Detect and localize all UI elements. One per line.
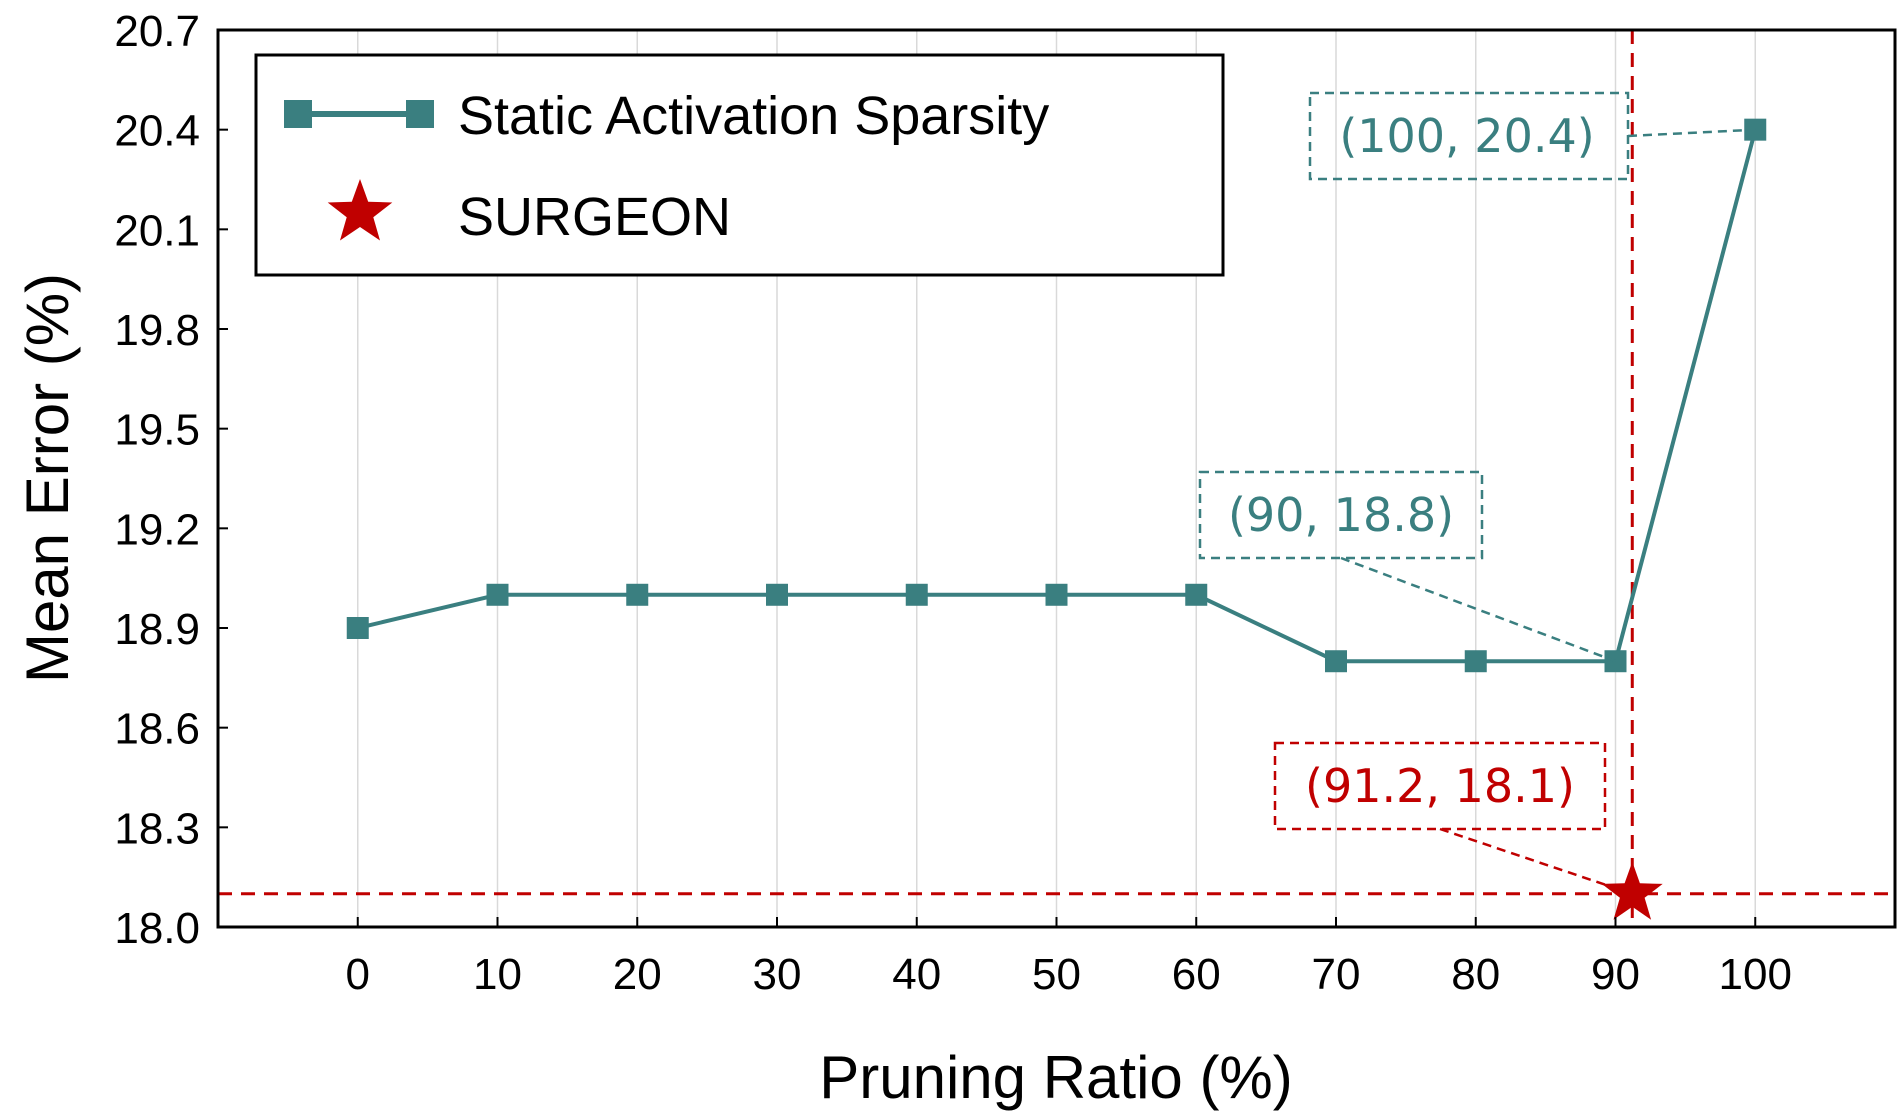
data-point bbox=[1185, 583, 1208, 606]
legend-box bbox=[254, 53, 1225, 277]
annotation-box bbox=[1308, 91, 1630, 181]
x-tick-label: 100 bbox=[1719, 950, 1792, 999]
x-tick-label: 90 bbox=[1591, 950, 1640, 999]
legend-marker-square-icon bbox=[284, 100, 312, 128]
x-axis-ticks: 0 10 20 30 40 50 60 70 80 90 100 bbox=[346, 917, 1792, 999]
annotation-leader-line bbox=[1439, 827, 1633, 895]
data-point bbox=[1325, 650, 1347, 673]
annotation-box bbox=[1273, 741, 1607, 831]
x-axis-title: Pruning Ratio (%) bbox=[819, 1044, 1293, 1111]
x-tick-label: 20 bbox=[613, 950, 662, 999]
y-tick-label: 18.9 bbox=[114, 605, 200, 654]
legend-label-surgeon: SURGEON bbox=[458, 187, 731, 247]
data-point bbox=[1045, 583, 1068, 606]
y-tick-label: 18.6 bbox=[114, 705, 200, 754]
y-tick-label: 19.2 bbox=[114, 505, 200, 554]
y-tick-label: 20.4 bbox=[114, 107, 200, 156]
legend-star-icon bbox=[327, 179, 393, 241]
legend-marker-square-icon bbox=[406, 100, 434, 128]
annotation-leader-line bbox=[1340, 556, 1616, 663]
y-tick-label: 19.8 bbox=[114, 306, 200, 355]
legend: Static Activation Sparsity SURGEON bbox=[254, 53, 1225, 277]
annotation-label: (91.2, 18.1) bbox=[1305, 759, 1575, 813]
x-tick-label: 70 bbox=[1312, 950, 1361, 999]
x-tick-label: 30 bbox=[753, 950, 802, 999]
data-point bbox=[486, 583, 509, 606]
data-point bbox=[1464, 650, 1487, 673]
y-tick-label: 19.5 bbox=[114, 406, 200, 455]
y-tick-label: 18.0 bbox=[114, 904, 200, 953]
data-point bbox=[766, 583, 788, 606]
annotations: (100, 20.4) (90, 18.8) (91.2, 18.1) bbox=[1198, 91, 1756, 895]
annotation-box bbox=[1198, 470, 1484, 560]
legend-label-static-activation-sparsity: Static Activation Sparsity bbox=[458, 86, 1049, 146]
data-point bbox=[1744, 118, 1767, 141]
reference-lines bbox=[218, 30, 1895, 927]
surgeon-star-point bbox=[1601, 861, 1663, 920]
x-tick-label: 40 bbox=[892, 950, 941, 999]
y-axis-ticks: 18.0 18.3 18.6 18.9 19.2 19.5 19.8 20.1 20.4 20.7 bbox=[114, 7, 228, 953]
data-point bbox=[626, 583, 649, 606]
data-point bbox=[346, 617, 369, 639]
x-tick-label: 50 bbox=[1032, 950, 1081, 999]
y-tick-label: 20.1 bbox=[114, 206, 200, 255]
x-tick-label: 10 bbox=[473, 950, 522, 999]
y-axis-title: Mean Error (%) bbox=[14, 273, 81, 683]
data-point bbox=[905, 583, 928, 606]
annotation-label: (90, 18.8) bbox=[1228, 488, 1454, 542]
y-tick-label: 20.7 bbox=[114, 7, 200, 56]
x-tick-label: 0 bbox=[346, 950, 370, 999]
series-layer bbox=[346, 118, 1767, 920]
x-tick-label: 60 bbox=[1172, 950, 1221, 999]
annotation-label: (100, 20.4) bbox=[1339, 109, 1594, 163]
x-tick-label: 80 bbox=[1451, 950, 1500, 999]
annotation-leader-line bbox=[1627, 128, 1756, 138]
y-tick-label: 18.3 bbox=[114, 804, 200, 853]
